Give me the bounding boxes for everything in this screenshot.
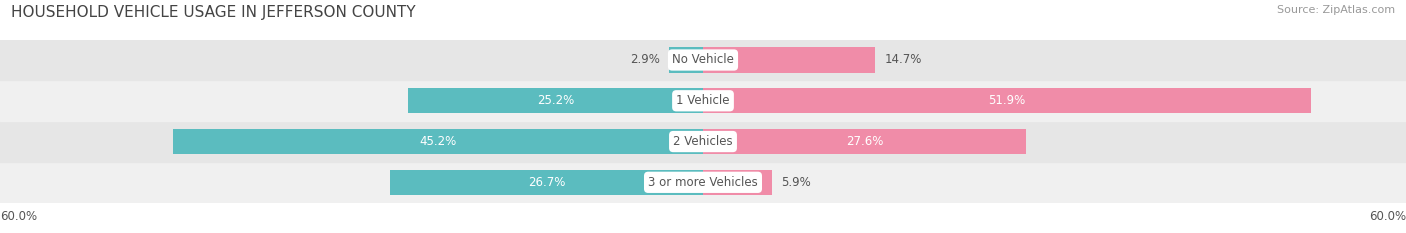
Bar [0, 40, 1406, 80]
Text: 5.9%: 5.9% [782, 176, 811, 189]
Bar [0, 80, 1406, 121]
Text: 2 Vehicles: 2 Vehicles [673, 135, 733, 148]
Bar [391, 170, 703, 195]
Text: 1 Vehicle: 1 Vehicle [676, 94, 730, 107]
Text: 2.9%: 2.9% [630, 54, 659, 66]
Bar [669, 47, 703, 73]
Text: 25.2%: 25.2% [537, 94, 574, 107]
Text: 60.0%: 60.0% [1369, 210, 1406, 223]
Bar [703, 47, 875, 73]
Bar [703, 129, 1026, 154]
Text: HOUSEHOLD VEHICLE USAGE IN JEFFERSON COUNTY: HOUSEHOLD VEHICLE USAGE IN JEFFERSON COU… [11, 5, 416, 20]
Bar [408, 88, 703, 113]
Text: No Vehicle: No Vehicle [672, 54, 734, 66]
Bar [703, 170, 772, 195]
Text: Source: ZipAtlas.com: Source: ZipAtlas.com [1277, 5, 1395, 15]
Bar [173, 129, 703, 154]
Text: 27.6%: 27.6% [846, 135, 883, 148]
Text: 14.7%: 14.7% [884, 54, 922, 66]
Bar [0, 162, 1406, 203]
Bar [703, 88, 1312, 113]
Text: 45.2%: 45.2% [419, 135, 457, 148]
Text: 3 or more Vehicles: 3 or more Vehicles [648, 176, 758, 189]
Text: 26.7%: 26.7% [527, 176, 565, 189]
Bar [0, 121, 1406, 162]
Text: 51.9%: 51.9% [988, 94, 1025, 107]
Text: 60.0%: 60.0% [0, 210, 37, 223]
